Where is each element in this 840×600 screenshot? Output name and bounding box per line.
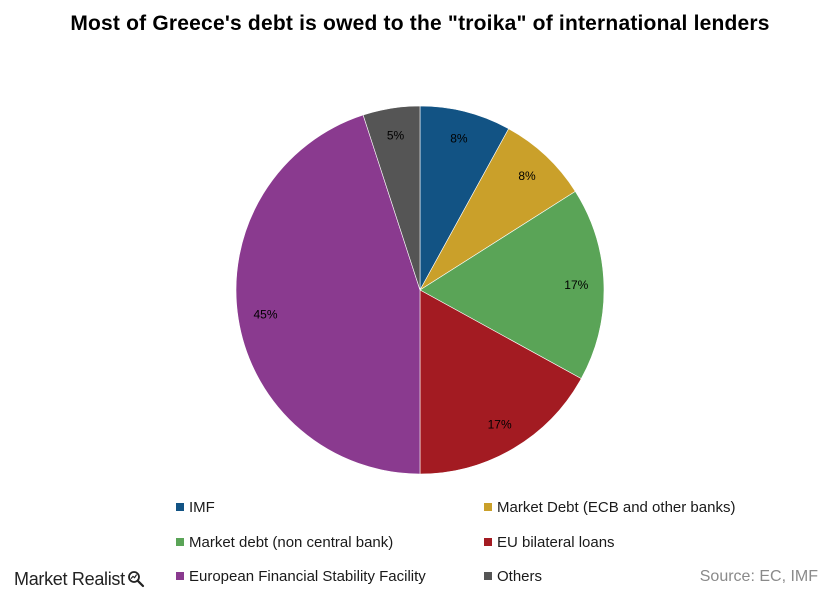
chart-source: Source: EC, IMF xyxy=(699,568,818,585)
slice-label-market-debt-non-central-bank: 17% xyxy=(564,278,588,292)
chart-title: Most of Greece's debt is owed to the "tr… xyxy=(70,12,770,35)
pie-slice-european-financial-stability-facility xyxy=(235,114,421,475)
pie-data-labels: 8% 8% 17% 17% 45% 5% xyxy=(254,129,589,432)
magnifier-icon xyxy=(127,571,144,588)
pie-slice-imf xyxy=(419,105,510,291)
slice-label-others: 5% xyxy=(387,129,405,143)
slice-label-imf: 8% xyxy=(450,132,468,146)
logo-text: Market Realist xyxy=(14,568,125,589)
pie-slice-others xyxy=(362,105,421,291)
slice-label-market-debt-ecb-and-other-banks: 8% xyxy=(518,169,536,183)
slice-label-european-financial-stability-facility: 45% xyxy=(254,307,278,321)
market-realist-logo: Market Realist xyxy=(14,566,145,592)
pie-slice-market-debt-non-central-bank xyxy=(419,190,605,380)
pie-slice-market-debt-ecb-and-other-banks xyxy=(419,128,576,291)
slice-label-eu-bilateral-loans: 17% xyxy=(488,418,512,432)
pie-slice-eu-bilateral-loans xyxy=(419,289,582,475)
pie-slices xyxy=(235,105,605,475)
